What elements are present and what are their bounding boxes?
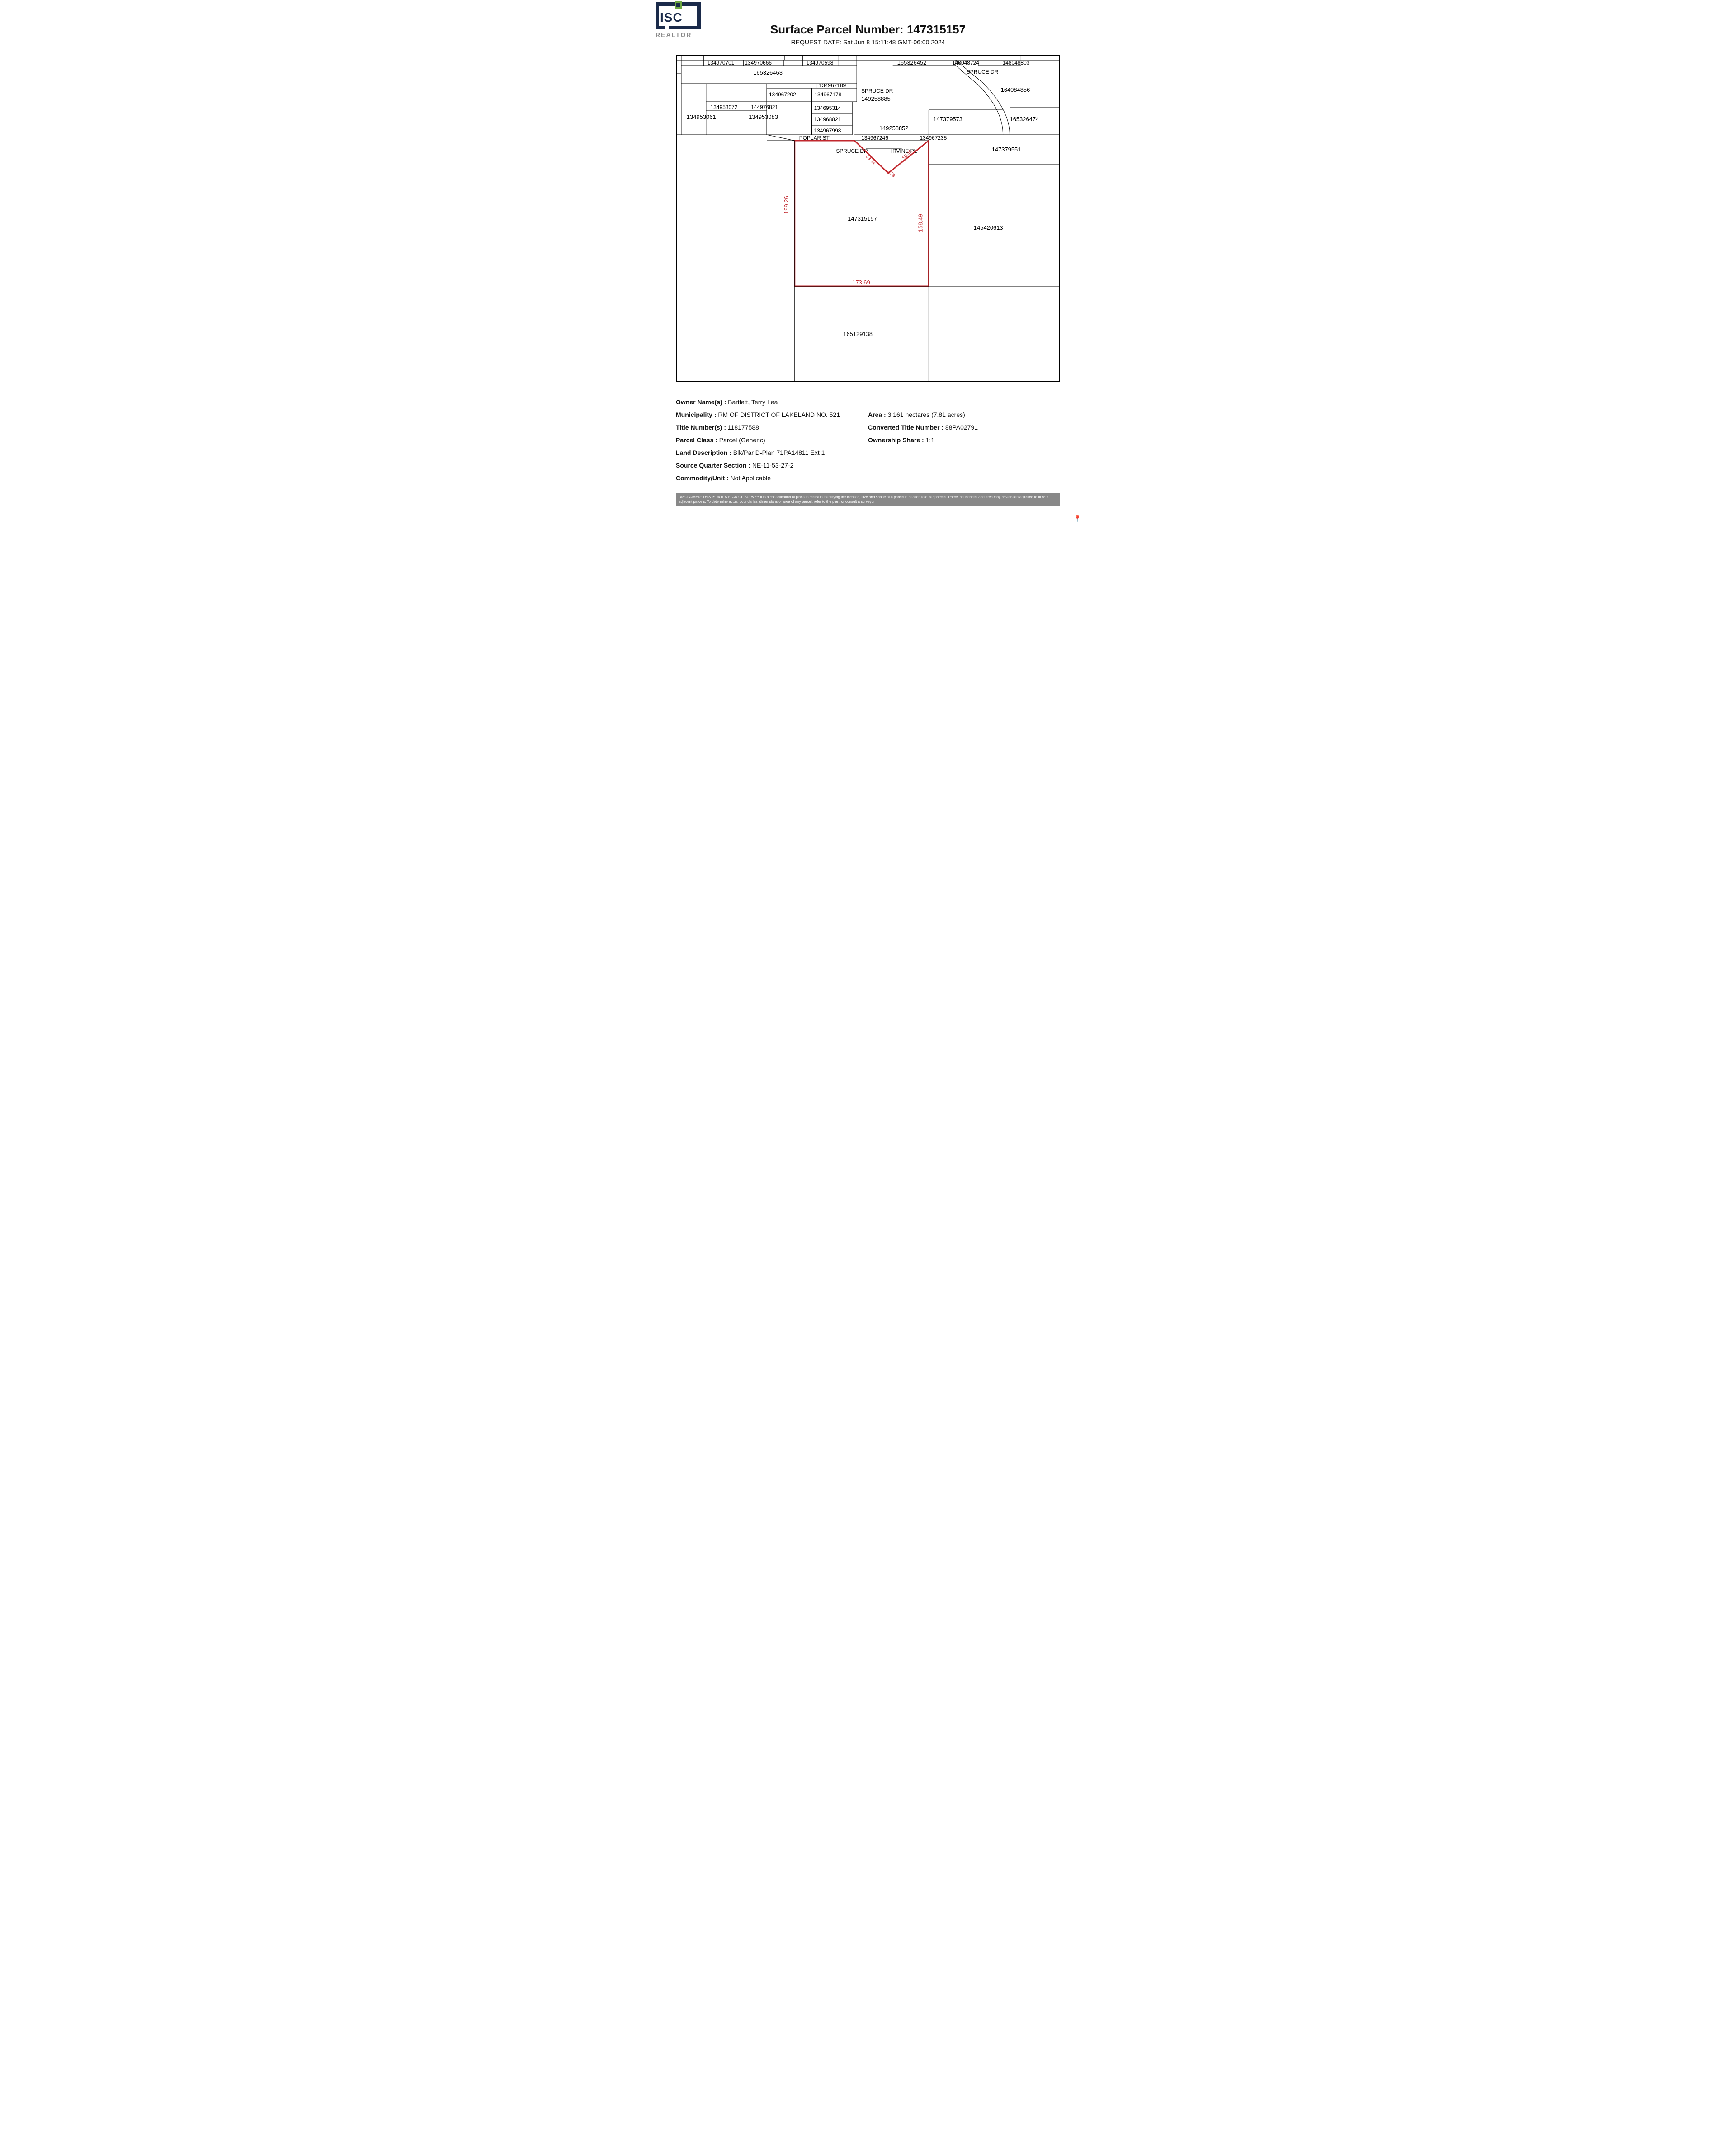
land-desc-label: Land Description :	[676, 449, 731, 456]
dim-west: 199.26	[783, 196, 790, 214]
parcel-label: 134970666	[745, 60, 772, 66]
parcel-label: 134967998	[814, 128, 841, 134]
parcel-label: 148048803	[1003, 60, 1030, 66]
isc-logo: ISC REALTOR	[656, 2, 710, 41]
parcel-label: 144976821	[751, 104, 778, 110]
request-date-value: Sat Jun 8 15:11:48 GMT-06:00 2024	[843, 38, 945, 46]
conv-title-label: Converted Title Number :	[868, 424, 943, 431]
parcel-label: 134953061	[687, 113, 716, 120]
dim-ne1: 53.34	[865, 154, 877, 166]
parcel-label: 134953072	[711, 104, 738, 110]
parcel-label: 134695314	[814, 105, 841, 111]
parcel-label: 149258852	[879, 125, 909, 132]
parcel-label: 134970598	[807, 60, 834, 66]
parcel-label: 164084856	[1001, 86, 1030, 93]
isc-logo-text: ISC	[660, 10, 683, 25]
parcel-label: 149258885	[861, 95, 891, 102]
parcel-label: 145420613	[974, 224, 1003, 231]
location-pin-icon: 📍	[1074, 515, 1081, 523]
request-date-line: REQUEST DATE: Sat Jun 8 15:11:48 GMT-06:…	[651, 38, 1085, 46]
dim-ne2: 2.29	[887, 169, 896, 179]
document-header: Surface Parcel Number: 147315157 REQUEST…	[651, 0, 1085, 46]
sqs-value: NE-11-53-27-2	[752, 462, 794, 469]
sqs-label: Source Quarter Section :	[676, 462, 750, 469]
parcel-class-value: Parcel (Generic)	[719, 436, 765, 444]
parcel-label: 165326452	[897, 59, 927, 66]
conv-title-value: 88PA02791	[945, 424, 978, 431]
municipality-value: RM OF DISTRICT OF LAKELAND NO. 521	[718, 411, 840, 418]
area-value: 3.161 hectares (7.81 acres)	[888, 411, 965, 418]
parcel-label: 134953083	[749, 113, 778, 120]
share-label: Ownership Share :	[868, 436, 924, 444]
parcel-label: 165326474	[1010, 116, 1039, 123]
parcel-label: 165129138	[843, 331, 873, 337]
parcel-label: 134967202	[769, 91, 796, 98]
parcel-label: 148048724	[952, 60, 979, 66]
subject-parcel-outline	[795, 141, 929, 286]
parcel-details: Owner Name(s) : Bartlett, Terry Lea Muni…	[676, 396, 1060, 484]
realtor-text: REALTOR	[656, 31, 701, 38]
subject-parcel-label: 147315157	[848, 215, 877, 222]
title-value: 118177588	[728, 424, 759, 431]
parcel-label: 134967189	[819, 82, 846, 89]
parcel-class-label: Parcel Class :	[676, 436, 717, 444]
parcel-label: 165326463	[753, 69, 783, 76]
parcel-label: 134967178	[815, 91, 842, 98]
title-label: Title Number(s) :	[676, 424, 726, 431]
street-label: SPRUCE DR	[861, 88, 893, 94]
parcel-label: 134970701	[708, 60, 735, 66]
area-label: Area :	[868, 411, 886, 418]
parcel-label: 147379573	[933, 116, 962, 123]
dim-south: 173.69	[852, 279, 870, 286]
street-label: SPRUCE DR	[967, 69, 999, 75]
owner-label: Owner Name(s) :	[676, 398, 726, 406]
request-date-label: REQUEST DATE:	[791, 38, 843, 46]
parcel-label: 134968821	[814, 116, 841, 123]
commodity-label: Commodity/Unit :	[676, 474, 729, 482]
commodity-value: Not Applicable	[731, 474, 771, 482]
dim-east: 158.49	[917, 214, 924, 232]
parcel-label: 134967235	[920, 135, 947, 141]
municipality-label: Municipality :	[676, 411, 716, 418]
parcel-map: 134970701 134970666 134970598 165326463 …	[676, 55, 1060, 382]
document-title: Surface Parcel Number: 147315157	[651, 23, 1085, 37]
owner-value: Bartlett, Terry Lea	[728, 398, 778, 406]
parcel-label: 147379551	[992, 146, 1021, 153]
land-desc-value: Blk/Par D-Plan 71PA14811 Ext 1	[733, 449, 825, 456]
parcel-label: 134967246	[861, 135, 888, 141]
title-parcel-number: 147315157	[907, 23, 966, 36]
disclaimer-bar: DISCLAIMER: THIS IS NOT A PLAN OF SURVEY…	[676, 493, 1060, 506]
title-prefix: Surface Parcel Number:	[770, 23, 907, 36]
share-value: 1:1	[926, 436, 934, 444]
